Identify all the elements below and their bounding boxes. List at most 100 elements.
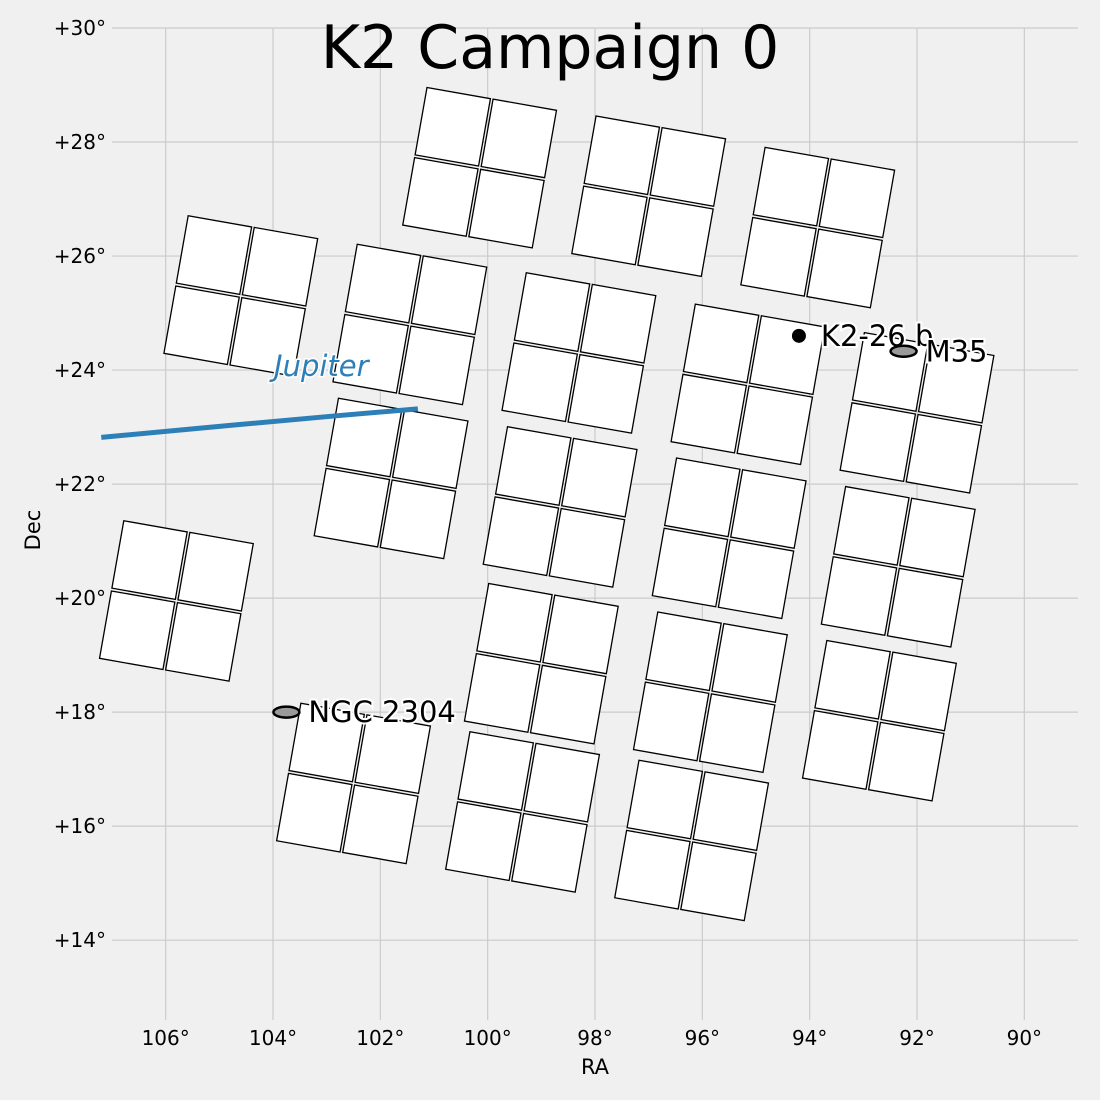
ccd-module (501, 272, 657, 434)
ccd-module (670, 303, 826, 466)
ccd-module (740, 146, 896, 309)
y-tick-label: +30° (54, 16, 106, 40)
ccd-chip (917, 343, 995, 424)
ccd-module (613, 759, 770, 922)
chart-title: K2 Campaign 0 (321, 13, 780, 83)
y-tick-label: +24° (54, 358, 106, 382)
ccd-module (632, 611, 789, 774)
object-label: K2-26 b (821, 319, 933, 353)
x-tick-label: 106° (142, 1026, 190, 1050)
ccd-chip (740, 216, 817, 297)
ccd-chip (480, 98, 558, 179)
ccd-chip (494, 425, 572, 507)
ccd-chip (98, 590, 176, 671)
ccd-module (401, 86, 558, 249)
ccd-module (839, 331, 995, 494)
y-tick-label: +26° (54, 244, 106, 268)
ccd-chip (111, 520, 188, 601)
ccd-module (98, 520, 255, 682)
ccd-module (332, 243, 488, 406)
ccd-module (463, 582, 619, 745)
ccd-chip (717, 539, 795, 620)
ccd-chip (698, 693, 776, 774)
cluster-marker (272, 705, 301, 719)
ccd-chip (529, 664, 607, 745)
ccd-chip (341, 784, 419, 865)
ccd-chip (663, 457, 741, 538)
ccd-chip (711, 622, 789, 703)
ccd-chip (583, 115, 661, 196)
ccd-chip (463, 652, 541, 733)
ccd-chip (682, 303, 760, 384)
ccd-chip (344, 243, 422, 324)
ccd-footprints (98, 86, 995, 922)
ccd-chip (379, 479, 457, 560)
ccd-chip (414, 86, 492, 167)
ccd-chip (482, 496, 560, 577)
ccd-chip (579, 283, 657, 364)
ccd-module (801, 639, 958, 802)
x-tick-label: 96° (685, 1026, 720, 1050)
y-tick-label: +14° (54, 928, 106, 952)
ccd-chip (175, 215, 253, 296)
x-tick-label: 104° (249, 1026, 297, 1050)
jupiter-track: Jupiter (101, 347, 419, 440)
ccd-chip (410, 255, 488, 336)
ccd-chip (752, 146, 830, 227)
ccd-chip (692, 771, 770, 852)
y-tick-label: +16° (54, 814, 106, 838)
ccd-chip (814, 639, 891, 720)
x-tick-label: 98° (577, 1026, 612, 1050)
ccd-chip (886, 567, 964, 648)
axis-ticks: 106° 104° 102° 100° 98° 96° 94° 92° 90° +30° +28° +… (54, 16, 1042, 1050)
ccd-chip (670, 373, 748, 454)
ccd-chip (560, 437, 638, 518)
ccd-chip (444, 801, 522, 882)
ccd-chip (899, 497, 976, 578)
ccd-module (275, 702, 432, 865)
ccd-module (820, 485, 976, 648)
x-tick-label: 94° (792, 1026, 827, 1050)
y-tick-label: +22° (54, 472, 106, 496)
ccd-chip (820, 555, 898, 637)
ccd-chip (513, 272, 591, 353)
ccd-chip (571, 185, 648, 266)
ccd-chip (163, 285, 240, 366)
ccd-chip (354, 714, 432, 795)
ccd-module (313, 397, 469, 560)
ccd-chip (626, 759, 704, 840)
y-tick-label: +20° (54, 586, 106, 610)
ccd-chip (839, 402, 917, 483)
ccd-module (444, 730, 601, 893)
ccd-module (482, 425, 638, 588)
ccd-chip (748, 315, 826, 396)
ccd-chip (275, 772, 353, 853)
ccd-module (163, 215, 319, 377)
x-tick-label: 92° (899, 1026, 934, 1050)
ccd-chip (501, 342, 579, 423)
ccd-chip (645, 611, 722, 692)
ccd-chip (632, 681, 710, 762)
jupiter-track-line (101, 406, 419, 440)
ccd-chip (801, 709, 879, 790)
ccd-chip (680, 841, 757, 922)
ccd-chip (832, 485, 910, 566)
ccd-chip (736, 385, 814, 466)
ccd-chip (867, 721, 945, 802)
ccd-chip (649, 126, 727, 207)
x-tick-label: 90° (1007, 1026, 1042, 1050)
cluster-marker (889, 344, 918, 359)
y-axis-label: Dec (21, 510, 45, 551)
ccd-chip (567, 353, 645, 434)
ccd-chip (476, 582, 553, 663)
ccd-chip (468, 168, 545, 249)
y-tick-label: +18° (54, 700, 106, 724)
ccd-chip (164, 601, 242, 682)
ccd-module (651, 457, 807, 620)
y-tick-label: +28° (54, 130, 106, 154)
x-tick-label: 102° (356, 1026, 404, 1050)
ccd-chip (313, 467, 391, 548)
ccd-chip (548, 507, 626, 588)
ccd-chip (542, 594, 619, 675)
